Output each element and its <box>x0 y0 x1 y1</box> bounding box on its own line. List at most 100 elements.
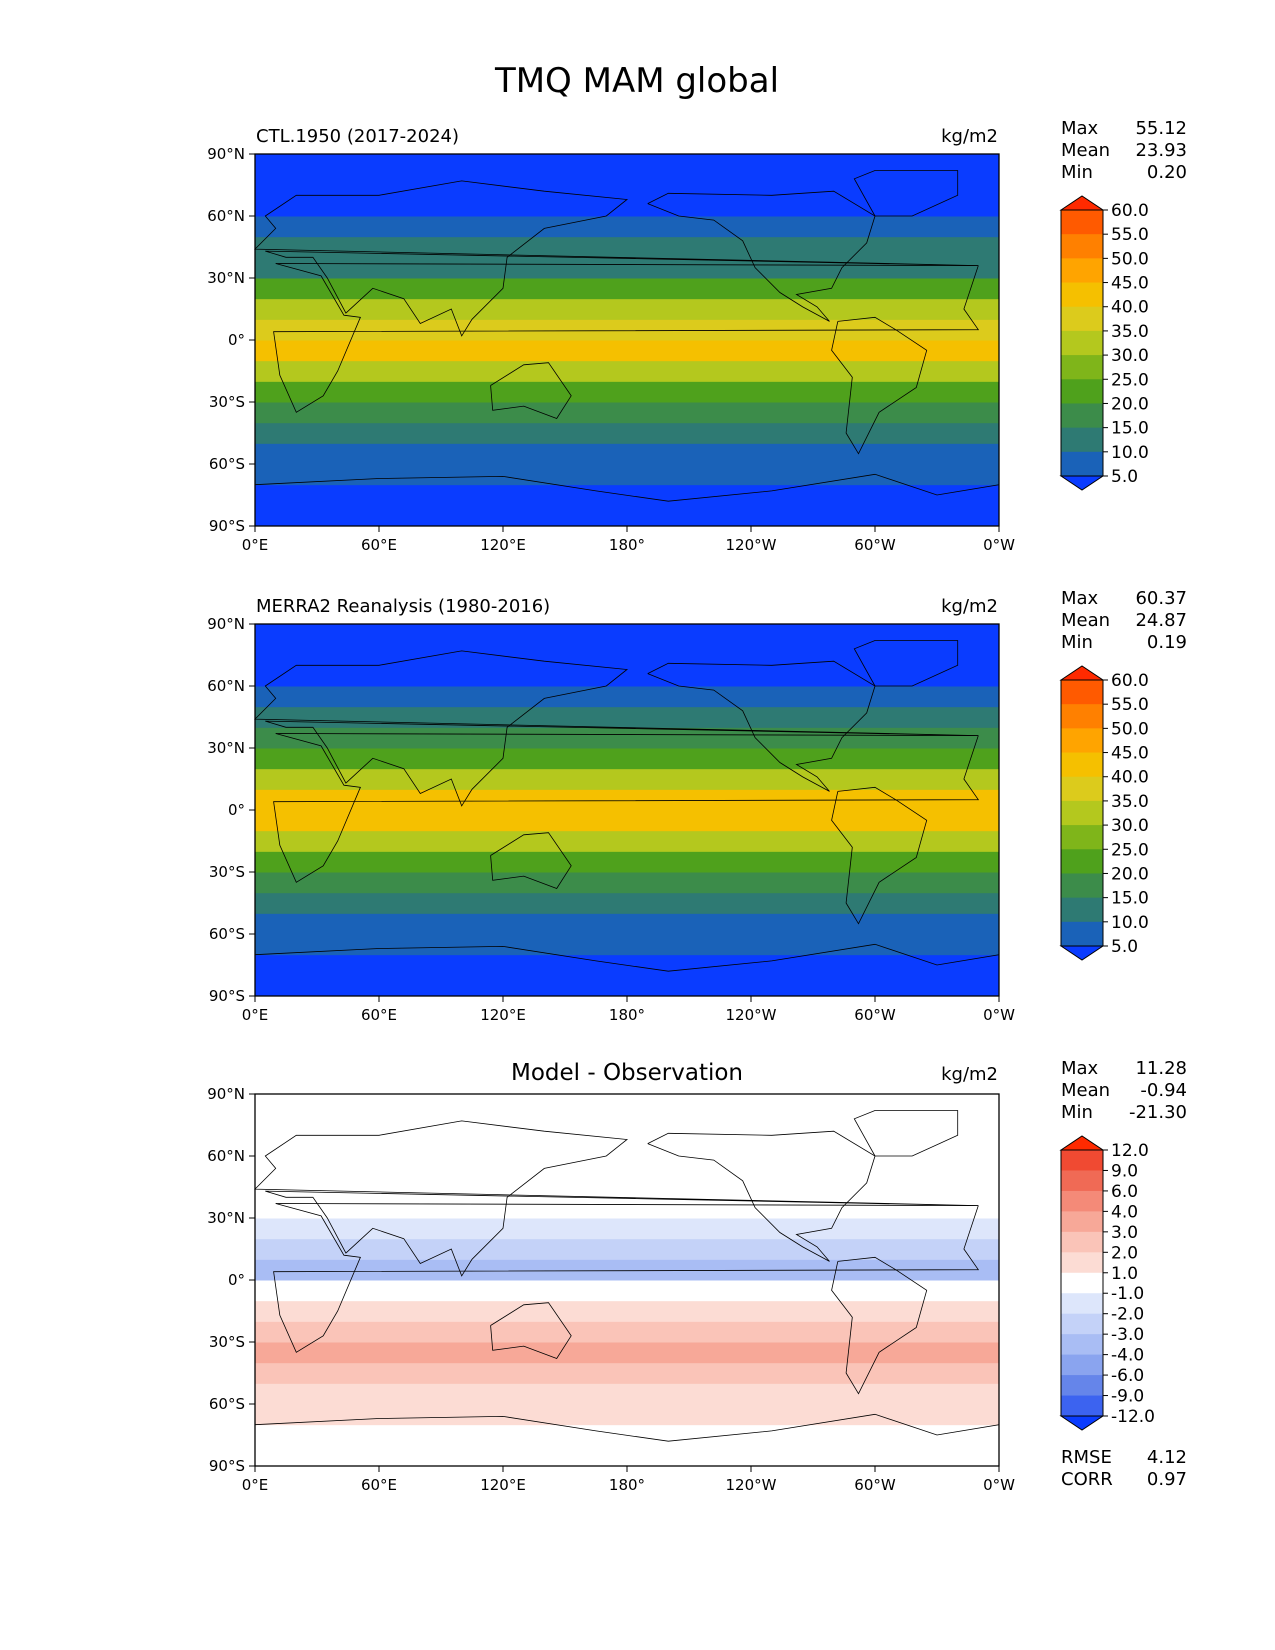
colorbar-segment <box>1061 1272 1103 1294</box>
stat-min-value: -21.30 <box>1129 1102 1187 1123</box>
coastline-n_america <box>647 1130 876 1262</box>
x-tick-label: 60°E <box>361 1476 397 1494</box>
colorbar-label: -4.0 <box>1111 1346 1144 1366</box>
y-tick-label: 60°S <box>209 1395 245 1413</box>
panel-ctl-1950: 0°E 60°E 120°E 180° 120°W 60°W 0°W 90°N 60°N 30°… <box>207 118 1187 554</box>
x-tick-label: 60°E <box>361 536 397 554</box>
colorbar-segment <box>1061 728 1103 753</box>
zonal-band <box>255 810 999 832</box>
y-tick-label: 30°N <box>207 739 245 757</box>
zonal-band <box>255 464 999 486</box>
colorbar-label: 30.0 <box>1111 816 1149 836</box>
coastline-eurasia <box>254 1120 979 1277</box>
colorbar: 12.09.06.04.03.02.01.0-1.0-2.0-3.0-4.0-6… <box>1059 1135 1155 1431</box>
coastline-n_america <box>647 660 876 792</box>
precipitable-water-bands <box>255 154 999 527</box>
units-label: kg/m2 <box>941 126 998 147</box>
zonal-band <box>255 624 999 646</box>
zonal-band <box>255 706 999 728</box>
zonal-band <box>255 686 999 708</box>
coastline-greenland <box>853 640 959 687</box>
colorbar-segment <box>1061 1231 1103 1253</box>
colorbar-label: 35.0 <box>1111 792 1149 812</box>
colorbar-segment <box>1061 825 1103 850</box>
zonal-band <box>255 1342 999 1364</box>
colorbar-segment <box>1061 1190 1103 1212</box>
panel-merra2: 0°E 60°E 120°E 180° 120°W 60°W 0°W 90°N 60°N 30°… <box>207 588 1187 1024</box>
colorbar-label: 40.0 <box>1111 298 1149 318</box>
colorbar-label: 55.0 <box>1111 695 1149 715</box>
zonal-band <box>255 1259 999 1281</box>
zonal-band <box>255 1321 999 1343</box>
colorbar-label: 60.0 <box>1111 671 1149 691</box>
colorbar-segment <box>1061 306 1103 332</box>
y-tick-label: 90°S <box>209 517 245 535</box>
y-tick-label: 0° <box>228 331 245 349</box>
zonal-band <box>255 1135 999 1157</box>
colorbar-segment <box>1061 1150 1103 1171</box>
colorbar-label: 60.0 <box>1111 201 1149 221</box>
colorbar-label: -1.0 <box>1111 1284 1144 1304</box>
x-tick-label: 60°W <box>854 1476 896 1494</box>
panel-left-title: MERRA2 Reanalysis (1980-2016) <box>256 596 550 617</box>
colorbar-segment <box>1061 210 1103 235</box>
colorbar-label: 15.0 <box>1111 889 1149 909</box>
zonal-band <box>255 934 999 956</box>
zonal-band <box>255 257 999 279</box>
colorbar-label: -2.0 <box>1111 1305 1144 1325</box>
zonal-band <box>255 1197 999 1219</box>
colorbar-segment <box>1061 897 1103 923</box>
colorbar-label: 2.0 <box>1111 1243 1138 1263</box>
zonal-band <box>255 319 999 341</box>
colorbar-segment <box>1061 330 1103 356</box>
x-tick-label: 120°E <box>480 536 526 554</box>
colorbar-segment <box>1061 355 1103 380</box>
panel-left-title: CTL.1950 (2017-2024) <box>256 126 459 147</box>
colorbar-extend-min <box>1059 475 1105 491</box>
y-axis-ticks: 90°N 60°N 30°N 0° 30°S 60°S 90°S <box>207 145 255 535</box>
y-tick-label: 60°S <box>209 455 245 473</box>
colorbar-extend-max <box>1059 1135 1105 1151</box>
x-tick-label: 120°W <box>726 536 777 554</box>
colorbar-segment <box>1061 921 1103 947</box>
zonal-band <box>255 1280 999 1302</box>
y-axis-ticks: 90°N 60°N 30°N 0° 30°S 60°S 90°S <box>207 615 255 1005</box>
colorbar-label: 3.0 <box>1111 1223 1138 1243</box>
x-tick-label: 60°E <box>361 1006 397 1024</box>
colorbar-label: -3.0 <box>1111 1325 1144 1345</box>
coastline-s_america <box>831 1256 928 1395</box>
colorbar-extend-max <box>1059 195 1105 211</box>
stat-max-label: Max <box>1061 118 1099 139</box>
stat-max-label: Max <box>1061 1058 1099 1079</box>
coastline-eurasia <box>254 180 979 337</box>
stat-mean-value: 24.87 <box>1135 610 1187 631</box>
coastline-australia <box>490 1302 572 1359</box>
colorbar-segment <box>1061 1252 1103 1274</box>
colorbar-label: -9.0 <box>1111 1387 1144 1407</box>
coastline-eurasia <box>254 650 979 807</box>
stat-rmse-label: RMSE <box>1061 1447 1112 1468</box>
x-tick-label: 180° <box>609 536 645 554</box>
colorbar-label: 12.0 <box>1111 1141 1149 1161</box>
stat-max-value: 55.12 <box>1135 118 1187 139</box>
y-tick-label: 90°N <box>207 145 245 163</box>
zonal-band <box>255 727 999 749</box>
y-tick-label: 60°N <box>207 1147 245 1165</box>
colorbar-extend-min <box>1059 1415 1105 1431</box>
zonal-band <box>255 665 999 687</box>
stat-mean-value: -0.94 <box>1140 1080 1187 1101</box>
colorbar-segment <box>1061 1375 1103 1396</box>
colorbar-segment <box>1061 403 1103 429</box>
colorbar-label: -6.0 <box>1111 1366 1144 1386</box>
x-tick-label: 120°W <box>726 1476 777 1494</box>
y-tick-label: 60°N <box>207 207 245 225</box>
y-axis-ticks: 90°N 60°N 30°N 0° 30°S 60°S 90°S <box>207 1085 255 1475</box>
zonal-band <box>255 975 999 997</box>
colorbar-segment <box>1061 1354 1103 1376</box>
x-tick-label: 0°E <box>242 1006 269 1024</box>
zonal-band <box>255 1300 999 1322</box>
colorbar-label: 35.0 <box>1111 322 1149 342</box>
zonal-band <box>255 443 999 465</box>
colorbar-segment <box>1061 379 1103 404</box>
zonal-band <box>255 872 999 894</box>
